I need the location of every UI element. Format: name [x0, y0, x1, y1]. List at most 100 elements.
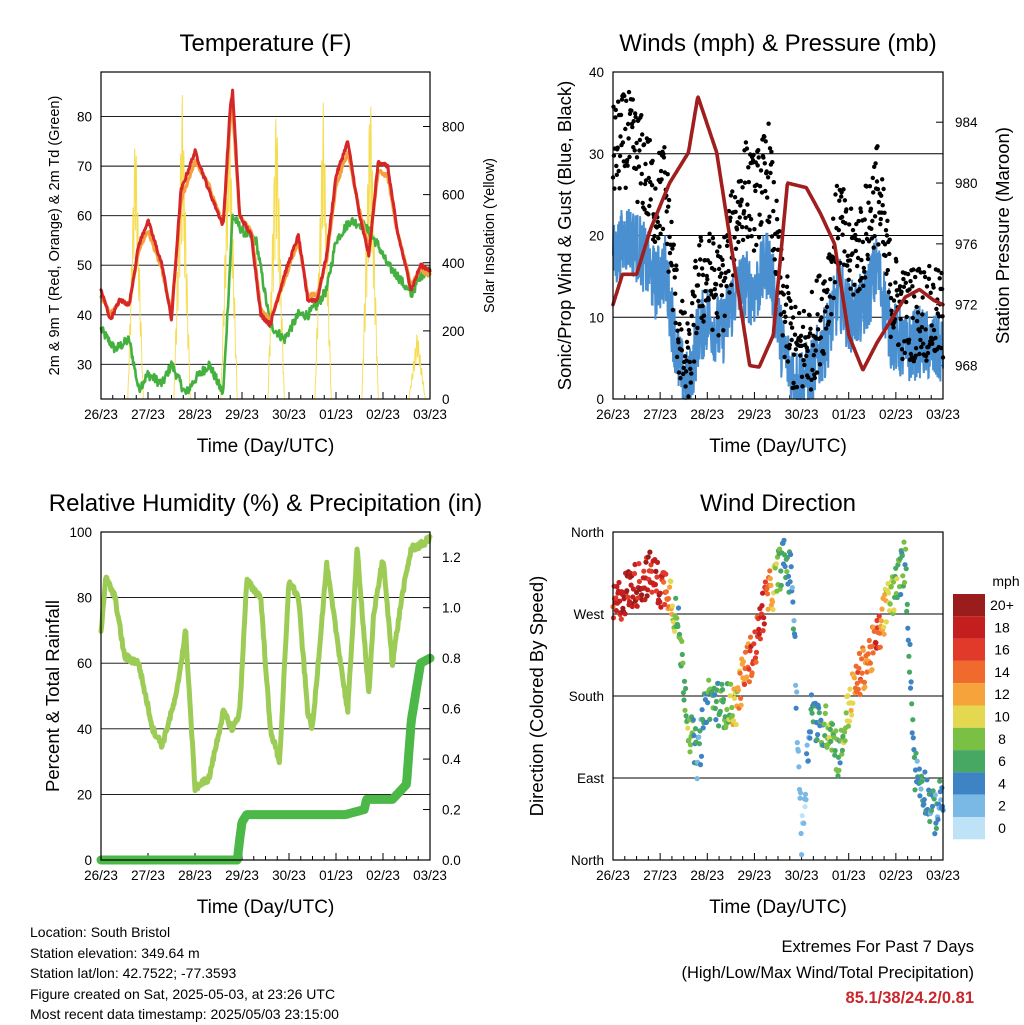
gust-point: [613, 107, 618, 113]
gust-point: [766, 121, 771, 126]
gust-point: [726, 268, 731, 274]
gust-point: [790, 315, 796, 320]
direction-point: [788, 551, 794, 558]
direction-point: [851, 675, 858, 681]
x-tick-label: 03/23: [413, 407, 447, 422]
gust-point: [931, 285, 936, 290]
gust-point: [815, 312, 820, 317]
direction-point: [636, 578, 643, 585]
direction-point: [648, 568, 655, 574]
gust-point: [746, 179, 751, 185]
direction-point: [778, 568, 784, 574]
direction-point: [724, 706, 730, 713]
direction-point: [936, 801, 942, 807]
x-tick-label: 27/23: [643, 868, 677, 883]
direction-point: [893, 591, 899, 597]
gust-point: [904, 314, 909, 320]
gust-point: [765, 175, 771, 180]
direction-point: [680, 660, 686, 666]
direction-point: [753, 659, 759, 665]
colorbar-label: 14: [994, 664, 1010, 680]
direction-point: [682, 707, 688, 713]
direction-point: [804, 751, 810, 757]
direction-point: [675, 623, 681, 630]
y2-tick-label: 972: [955, 298, 978, 313]
direction-point: [909, 730, 915, 736]
colorbar-label: 16: [994, 642, 1010, 658]
gust-point: [798, 338, 803, 343]
direction-point: [720, 696, 727, 703]
x-tick-label: 03/23: [926, 407, 960, 422]
gust-point: [831, 216, 836, 221]
direction-point: [782, 563, 788, 570]
direction-point: [703, 719, 710, 726]
gust-point: [703, 289, 708, 294]
direction-point: [867, 660, 874, 666]
gust-point: [643, 161, 648, 167]
direction-point: [930, 788, 936, 794]
gust-point: [823, 326, 829, 331]
gust-point: [789, 325, 795, 330]
colorbar-label: 8: [998, 731, 1006, 747]
direction-point: [648, 562, 654, 568]
direction-point: [741, 681, 748, 688]
direction-point: [918, 773, 925, 779]
gust-point: [862, 217, 867, 222]
gust-point: [903, 280, 908, 285]
gust-point: [618, 134, 623, 139]
direction-point: [712, 692, 718, 698]
direction-point: [921, 801, 927, 807]
gust-point: [686, 394, 691, 399]
direction-point: [747, 634, 754, 640]
gust-point: [812, 375, 817, 381]
gust-point: [882, 210, 887, 215]
direction-point: [818, 717, 824, 723]
gust-point: [876, 242, 881, 247]
direction-point: [828, 738, 834, 745]
gust-point: [756, 155, 761, 160]
direction-point: [932, 831, 938, 837]
gust-point: [642, 207, 647, 212]
gust-point: [763, 188, 768, 194]
gust-point: [800, 384, 805, 389]
direction-point: [738, 695, 744, 701]
gust-point: [887, 237, 892, 242]
direction-point: [860, 647, 866, 654]
gust-point: [938, 345, 944, 351]
direction-point: [617, 598, 623, 604]
gust-point: [785, 359, 791, 364]
direction-point: [669, 603, 676, 609]
direction-point: [878, 618, 885, 624]
gust-point: [751, 248, 757, 253]
gust-point: [893, 280, 898, 285]
gust-point: [921, 270, 927, 275]
direction-point: [654, 574, 660, 580]
gust-point: [906, 337, 912, 342]
direction-point: [864, 669, 870, 675]
direction-point: [663, 571, 669, 577]
gust-point: [766, 219, 772, 225]
direction-point: [681, 697, 687, 703]
direction-point: [746, 666, 752, 672]
gust-point: [670, 246, 675, 251]
gust-point: [855, 255, 861, 261]
gust-point: [722, 313, 727, 318]
direction-point: [639, 592, 645, 598]
x-tick-label: 01/23: [319, 407, 353, 422]
y-tick-label: 100: [69, 525, 92, 540]
direction-point: [719, 687, 726, 693]
gust-point: [936, 268, 941, 273]
x-tick-label: 03/23: [413, 868, 447, 883]
y-tick-label: 80: [77, 110, 92, 125]
direction-point: [746, 679, 753, 685]
gust-point: [927, 263, 932, 269]
gust-point: [785, 274, 790, 279]
direction-point: [760, 590, 766, 596]
gust-point: [715, 315, 720, 320]
gust-point: [653, 186, 658, 191]
direction-point: [904, 601, 910, 608]
gust-point: [656, 236, 661, 241]
gust-point: [712, 287, 717, 292]
gust-point: [700, 303, 705, 309]
gust-point: [835, 236, 841, 241]
